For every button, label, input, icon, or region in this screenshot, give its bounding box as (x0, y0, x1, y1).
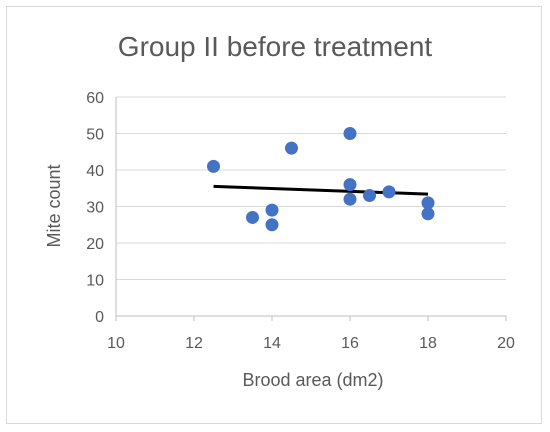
y-tick-label: 10 (86, 273, 104, 290)
y-tick-label: 0 (95, 309, 104, 326)
data-point-5 (285, 141, 298, 155)
x-axis-label: Brood area (dm2) (242, 370, 383, 390)
x-tick-label: 18 (419, 335, 437, 352)
data-points (207, 127, 435, 232)
x-tick-label: 16 (341, 335, 359, 352)
data-point-8 (343, 192, 357, 206)
data-point-10 (382, 185, 396, 199)
x-tick-label: 12 (185, 335, 203, 352)
data-point-12 (421, 207, 435, 221)
data-point-4 (265, 218, 279, 232)
data-point-2 (246, 210, 259, 224)
data-point-1 (207, 159, 220, 173)
data-point-3 (265, 203, 279, 217)
y-tick-label: 30 (86, 200, 104, 217)
gridlines (115, 96, 507, 321)
x-tick-label: 20 (497, 335, 515, 352)
data-point-11 (421, 196, 435, 210)
x-tick-label: 14 (263, 335, 281, 352)
y-tick-label: 20 (86, 236, 104, 253)
y-tick-labels: 0 10 20 30 40 50 60 (86, 90, 104, 326)
y-tick-label: 40 (86, 163, 104, 180)
x-tick-labels: 10 12 14 16 18 20 (107, 335, 515, 352)
chart-title: Group II before treatment (118, 31, 433, 62)
y-axis-label: Mite count (44, 164, 64, 247)
y-tick-label: 50 (86, 127, 104, 144)
data-point-7 (343, 178, 357, 192)
trendline (213, 184, 429, 196)
x-tick-label: 10 (107, 335, 125, 352)
y-tick-label: 60 (86, 90, 104, 107)
data-point-6 (343, 127, 357, 140)
data-point-9 (363, 189, 376, 203)
